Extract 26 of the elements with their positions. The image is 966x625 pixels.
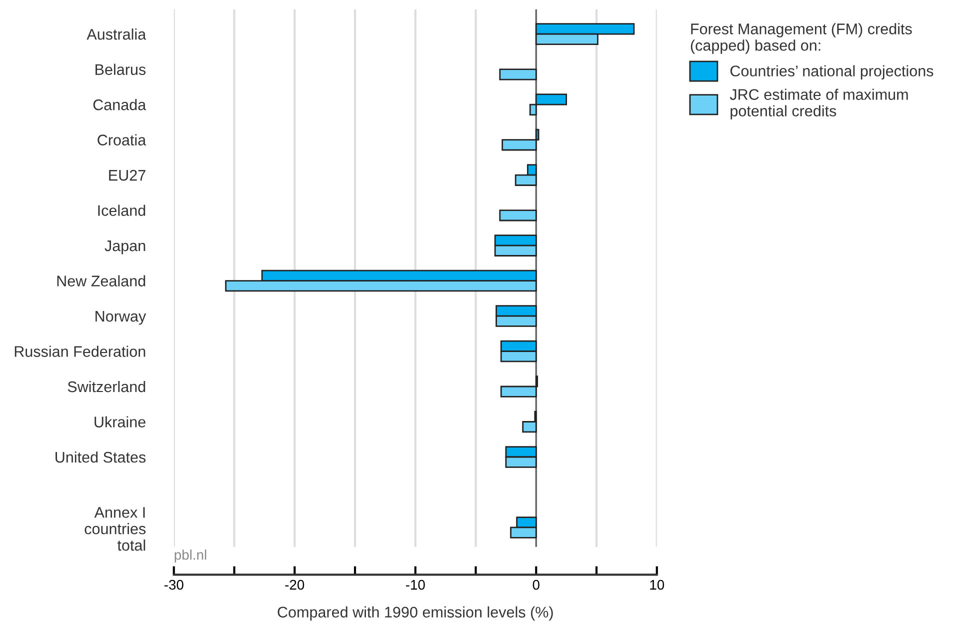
y-tick-label: Switzerland — [68, 380, 146, 392]
x-tick-label: -30 — [164, 580, 184, 590]
y-tick-label: Ukraine — [94, 416, 146, 428]
y-tick-label: Australia — [86, 28, 146, 40]
x-tick-label: 0 — [532, 580, 540, 590]
y-tick-label: EU27 — [109, 170, 146, 181]
x-tick-label: 10 — [650, 580, 664, 590]
y-tick-label: Norway — [96, 311, 146, 325]
y-tick-label: Canada — [93, 99, 146, 110]
y-tick-label: United States — [56, 451, 146, 463]
legend-title: Forest Management (FM) credits (capped) based on: — [690, 23, 912, 54]
y-tick-label: Japan — [104, 240, 146, 254]
x-tick-label: -10 — [406, 580, 425, 590]
text: pbl.nl — [174, 550, 206, 563]
y-tick-label: Belarus — [96, 64, 146, 75]
y-tick-label: Iceland — [98, 204, 146, 216]
bar — [499, 210, 537, 222]
y-tick-label: New Zealand — [57, 275, 146, 286]
x-tick-label: -20 — [285, 580, 304, 590]
y-tick-label: Annex I countries total — [84, 507, 146, 551]
x-axis-title: Compared with 1990 emission levels (%) — [278, 606, 553, 621]
legend-label: Countries’ national projections — [730, 65, 934, 80]
bar — [499, 68, 537, 80]
y-tick-label: Russian Federation — [14, 346, 146, 357]
legend-label: JRC estimate of maximum potential credits — [730, 88, 908, 120]
y-tick-label: Croatia — [98, 134, 146, 146]
